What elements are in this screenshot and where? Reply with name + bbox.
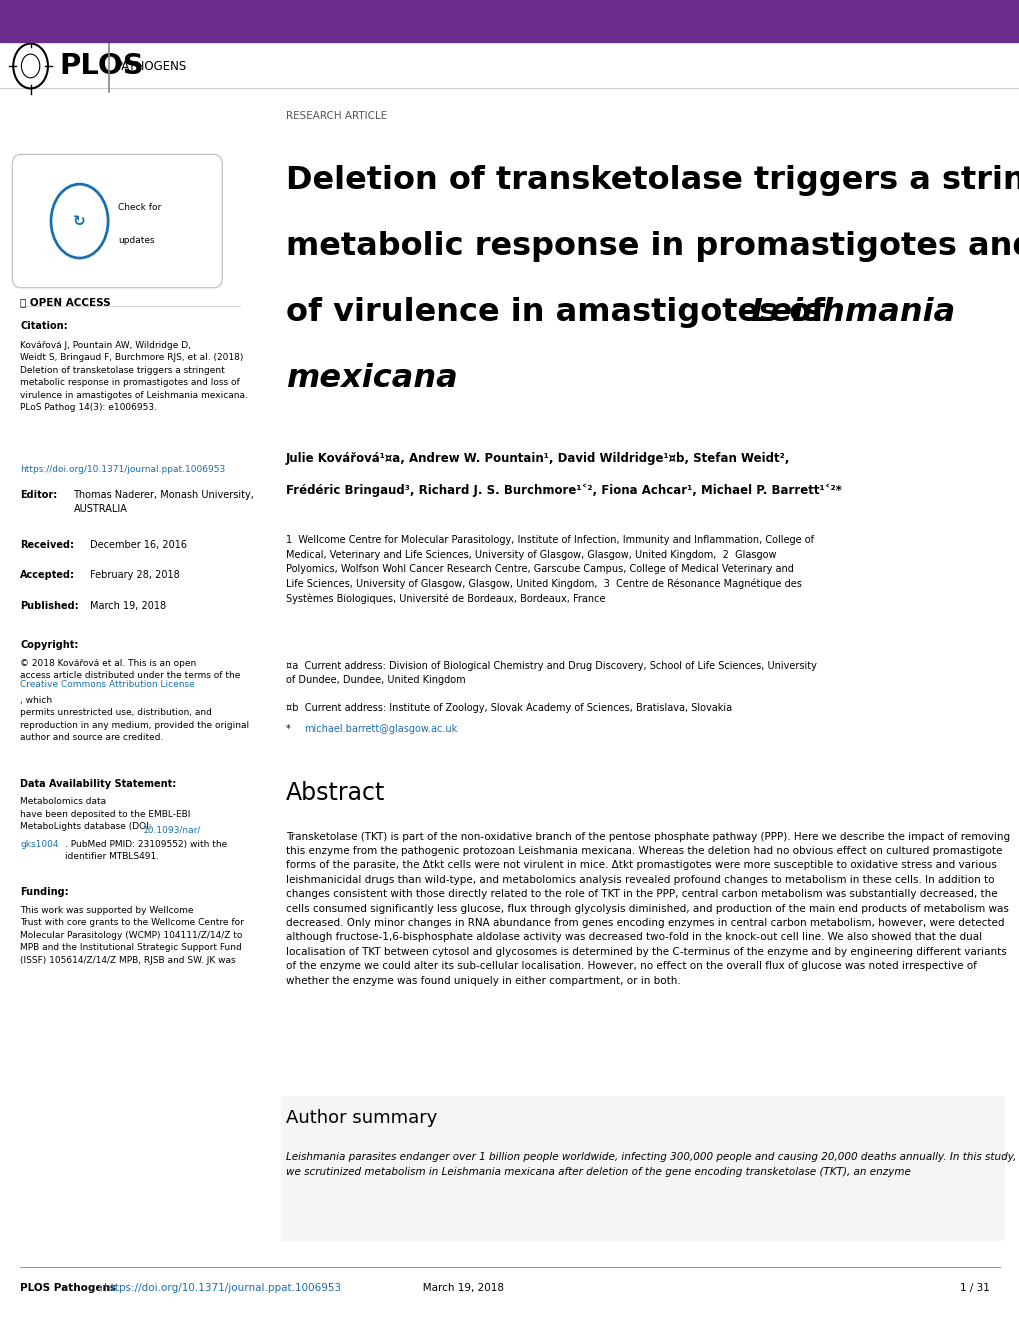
Text: updates: updates — [118, 236, 155, 246]
Text: michael.barrett@glasgow.ac.uk: michael.barrett@glasgow.ac.uk — [304, 723, 457, 734]
Text: Published:: Published: — [20, 601, 78, 611]
Text: of virulence in amastigotes of: of virulence in amastigotes of — [285, 297, 836, 327]
Text: 1 / 31: 1 / 31 — [959, 1283, 988, 1294]
Text: ↻: ↻ — [73, 214, 86, 228]
Bar — [0, 0, 1019, 42]
Text: Metabolomics data
have been deposited to the EMBL-EBI
MetaboLights database (DOI: Metabolomics data have been deposited to… — [20, 797, 191, 832]
FancyBboxPatch shape — [280, 1096, 1004, 1241]
Text: Leishmania parasites endanger over 1 billion people worldwide, infecting 300,000: Leishmania parasites endanger over 1 bil… — [285, 1152, 1015, 1176]
Text: Copyright:: Copyright: — [20, 640, 78, 651]
Text: . PubMed PMID: 23109552) with the
identifier MTBLS491.: . PubMed PMID: 23109552) with the identi… — [65, 840, 227, 861]
Text: 1  Wellcome Centre for Molecular Parasitology, Institute of Infection, Immunity : 1 Wellcome Centre for Molecular Parasito… — [285, 536, 813, 605]
Text: Data Availability Statement:: Data Availability Statement: — [20, 779, 176, 789]
Text: Funding:: Funding: — [20, 887, 69, 898]
Text: © 2018 Kovářová et al. This is an open
access article distributed under the term: © 2018 Kovářová et al. This is an open a… — [20, 659, 240, 680]
Text: Check for: Check for — [118, 203, 161, 213]
Text: Julie Kovářová¹¤a, Andrew W. Pountain¹, David Wildridge¹¤b, Stefan Weidt²,: Julie Kovářová¹¤a, Andrew W. Pountain¹, … — [285, 451, 789, 465]
Text: , which
permits unrestricted use, distribution, and
reproduction in any medium, : , which permits unrestricted use, distri… — [20, 696, 250, 742]
Text: RESEARCH ARTICLE: RESEARCH ARTICLE — [285, 111, 386, 121]
Text: PATHOGENS: PATHOGENS — [116, 59, 187, 73]
Text: https://doi.org/10.1371/journal.ppat.1006953: https://doi.org/10.1371/journal.ppat.100… — [104, 1283, 340, 1294]
Text: Deletion of transketolase triggers a stringent: Deletion of transketolase triggers a str… — [285, 165, 1019, 195]
Text: Frédéric Bringaud³, Richard J. S. Burchmore¹˂², Fiona Achcar¹, Michael P. Barret: Frédéric Bringaud³, Richard J. S. Burchm… — [285, 484, 841, 498]
Text: December 16, 2016: December 16, 2016 — [90, 540, 186, 550]
Text: metabolic response in promastigotes and loss: metabolic response in promastigotes and … — [285, 231, 1019, 261]
Text: Thomas Naderer, Monash University,
AUSTRALIA: Thomas Naderer, Monash University, AUSTR… — [73, 490, 254, 513]
Text: March 19, 2018: March 19, 2018 — [90, 601, 166, 611]
Text: PLOS Pathogens: PLOS Pathogens — [20, 1283, 116, 1294]
Text: 🔓 OPEN ACCESS: 🔓 OPEN ACCESS — [20, 297, 111, 308]
Text: February 28, 2018: February 28, 2018 — [90, 570, 179, 581]
Text: https://doi.org/10.1371/journal.ppat.1006953: https://doi.org/10.1371/journal.ppat.100… — [20, 465, 225, 474]
Text: Transketolase (TKT) is part of the non-oxidative branch of the pentose phosphate: Transketolase (TKT) is part of the non-o… — [285, 832, 1009, 986]
Text: 10.1093/nar/: 10.1093/nar/ — [143, 825, 201, 834]
Text: Leishmania: Leishmania — [750, 297, 955, 327]
FancyBboxPatch shape — [12, 154, 222, 288]
Text: March 19, 2018: March 19, 2018 — [413, 1283, 503, 1294]
Text: ¤b  Current address: Institute of Zoology, Slovak Academy of Sciences, Bratislav: ¤b Current address: Institute of Zoology… — [285, 702, 731, 713]
Text: Creative Commons Attribution License: Creative Commons Attribution License — [20, 680, 195, 689]
Text: Editor:: Editor: — [20, 490, 58, 500]
Text: This work was supported by Wellcome
Trust with core grants to the Wellcome Centr: This work was supported by Wellcome Trus… — [20, 906, 244, 965]
Text: Kovářová J, Pountain AW, Wildridge D,
Weidt S, Bringaud F, Burchmore RJS, et al.: Kovářová J, Pountain AW, Wildridge D, We… — [20, 341, 248, 412]
Text: Abstract: Abstract — [285, 781, 384, 805]
Text: PLOS: PLOS — [59, 51, 144, 81]
Text: ¤a  Current address: Division of Biological Chemistry and Drug Discovery, School: ¤a Current address: Division of Biologic… — [285, 660, 815, 685]
Text: mexicana: mexicana — [285, 363, 457, 393]
Text: *: * — [285, 723, 297, 734]
Text: Author summary: Author summary — [285, 1109, 436, 1127]
Text: gks1004: gks1004 — [20, 840, 59, 849]
Text: Citation:: Citation: — [20, 321, 68, 331]
Text: |: | — [95, 1283, 105, 1294]
Text: Received:: Received: — [20, 540, 74, 550]
Text: Accepted:: Accepted: — [20, 570, 75, 581]
